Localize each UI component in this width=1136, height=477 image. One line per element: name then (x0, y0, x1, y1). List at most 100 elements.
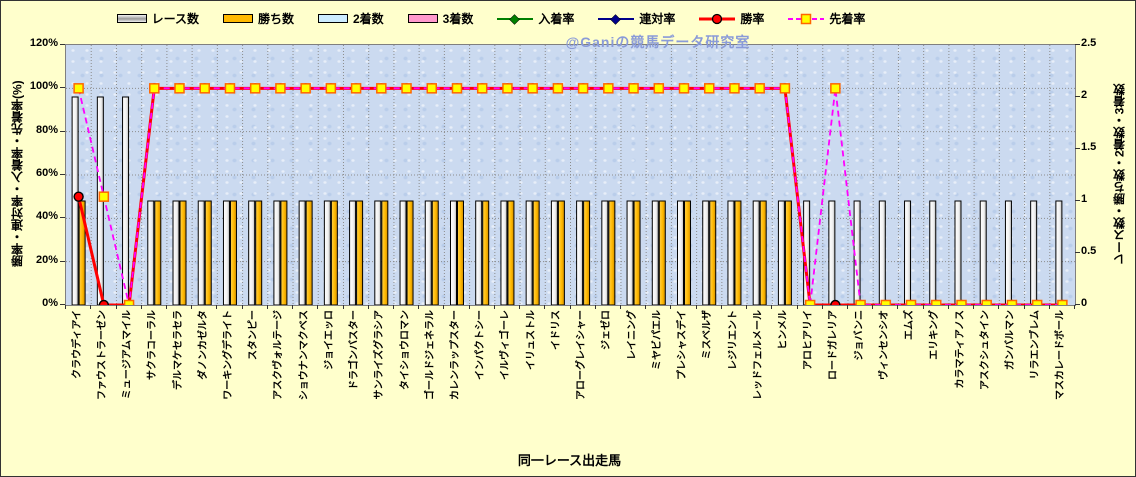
ahead-rate-marker[interactable] (300, 83, 311, 94)
ahead-rate-marker[interactable] (451, 83, 463, 94)
ahead-rate-marker[interactable] (981, 299, 992, 306)
ahead-rate-marker[interactable] (401, 83, 412, 94)
race-count-bar[interactable] (954, 200, 962, 305)
ahead-rate-marker[interactable] (552, 83, 564, 94)
ahead-rate-marker[interactable] (905, 299, 917, 306)
race-count-bar[interactable] (248, 200, 256, 305)
ahead-rate-marker[interactable] (603, 83, 614, 94)
ahead-rate-marker[interactable] (931, 299, 942, 306)
race-count-bar[interactable] (424, 200, 432, 305)
legend-item-wins[interactable]: 勝ち数 (222, 10, 294, 27)
ahead-rate-marker[interactable] (149, 83, 160, 94)
ahead-rate-marker[interactable] (703, 83, 715, 94)
race-count-bar[interactable] (1055, 200, 1063, 305)
win-count-bar[interactable] (305, 200, 313, 305)
ahead-rate-marker[interactable] (1057, 299, 1068, 306)
ahead-rate-marker[interactable] (325, 83, 337, 94)
win-count-bar[interactable] (78, 200, 86, 305)
legend-item-quinella[interactable]: 連対率 (598, 10, 675, 27)
win-count-bar[interactable] (431, 200, 439, 305)
race-count-bar[interactable] (651, 200, 659, 305)
race-count-bar[interactable] (576, 200, 584, 305)
ahead-rate-marker[interactable] (830, 83, 841, 94)
win-rate-marker[interactable] (73, 191, 84, 202)
race-count-bar[interactable] (1004, 200, 1012, 305)
race-count-bar[interactable] (298, 200, 306, 305)
race-count-bar[interactable] (904, 200, 912, 305)
race-count-bar[interactable] (374, 200, 382, 305)
race-count-bar[interactable] (172, 200, 180, 305)
win-count-bar[interactable] (633, 200, 641, 305)
ahead-rate-marker[interactable] (426, 83, 438, 94)
ahead-rate-marker[interactable] (729, 83, 740, 94)
ahead-rate-marker[interactable] (1031, 299, 1043, 306)
win-count-bar[interactable] (381, 200, 389, 305)
plot-area[interactable] (65, 44, 1076, 306)
win-count-bar[interactable] (734, 200, 742, 305)
win-count-bar[interactable] (759, 200, 767, 305)
legend-item-in-money[interactable]: 入着率 (497, 10, 574, 27)
race-count-bar[interactable] (878, 200, 886, 305)
legend-item-seconds[interactable]: 2着数 (317, 10, 384, 27)
race-count-bar[interactable] (323, 200, 331, 305)
race-count-bar[interactable] (349, 200, 357, 305)
win-count-bar[interactable] (406, 200, 414, 305)
win-count-bar[interactable] (557, 200, 565, 305)
ahead-rate-marker[interactable] (249, 83, 261, 94)
ahead-rate-marker[interactable] (653, 83, 665, 94)
ahead-rate-marker[interactable] (199, 83, 210, 94)
ahead-rate-marker[interactable] (1006, 299, 1018, 306)
win-count-bar[interactable] (204, 200, 212, 305)
win-count-bar[interactable] (456, 200, 464, 305)
win-count-bar[interactable] (507, 200, 515, 305)
win-count-bar[interactable] (658, 200, 666, 305)
ahead-rate-marker[interactable] (804, 299, 816, 306)
win-rate-line[interactable] (77, 86, 1063, 305)
race-count-bar[interactable] (273, 200, 281, 305)
legend-item-win-rate[interactable]: 勝率 (699, 10, 764, 27)
ahead-rate-marker[interactable] (678, 83, 690, 94)
race-count-bar[interactable] (828, 200, 836, 305)
ahead-rate-marker[interactable] (956, 299, 967, 306)
win-rate-marker[interactable] (830, 299, 841, 306)
win-count-bar[interactable] (583, 200, 591, 305)
win-count-bar[interactable] (255, 200, 263, 305)
race-count-bar[interactable] (222, 200, 230, 305)
race-count-bar[interactable] (197, 200, 205, 305)
ahead-rate-marker[interactable] (628, 83, 639, 94)
race-count-bar[interactable] (399, 200, 407, 305)
ahead-rate-marker[interactable] (577, 83, 589, 94)
ahead-rate-marker[interactable] (376, 83, 387, 94)
win-count-bar[interactable] (356, 200, 364, 305)
race-count-bar[interactable] (147, 200, 155, 305)
win-count-bar[interactable] (784, 200, 792, 305)
win-count-bar[interactable] (179, 200, 187, 305)
ahead-rate-marker[interactable] (527, 83, 538, 94)
win-count-bar[interactable] (709, 200, 717, 305)
race-count-bar[interactable] (601, 200, 609, 305)
race-count-bar[interactable] (727, 200, 735, 305)
ahead-rate-marker[interactable] (98, 191, 110, 202)
race-count-bar[interactable] (702, 200, 710, 305)
ahead-rate-marker[interactable] (174, 83, 185, 94)
ahead-rate-marker[interactable] (779, 83, 791, 94)
ahead-rate-marker[interactable] (855, 299, 866, 306)
race-count-bar[interactable] (500, 200, 508, 305)
ahead-rate-marker[interactable] (350, 83, 362, 94)
race-count-bar[interactable] (626, 200, 634, 305)
race-count-bar[interactable] (475, 200, 483, 305)
legend-item-thirds[interactable]: 3着数 (407, 10, 473, 27)
win-count-bar[interactable] (280, 200, 288, 305)
ahead-rate-marker[interactable] (502, 83, 513, 94)
win-count-bar[interactable] (684, 200, 692, 305)
win-count-bar[interactable] (532, 200, 540, 305)
ahead-rate-marker[interactable] (224, 83, 236, 94)
race-count-bar[interactable] (752, 200, 760, 305)
win-count-bar[interactable] (482, 200, 490, 305)
ahead-rate-marker[interactable] (754, 83, 765, 94)
win-count-bar[interactable] (154, 200, 162, 305)
race-count-bar[interactable] (449, 200, 457, 305)
win-count-bar[interactable] (229, 200, 237, 305)
race-count-bar[interactable] (550, 200, 558, 305)
ahead-rate-marker[interactable] (275, 83, 286, 94)
